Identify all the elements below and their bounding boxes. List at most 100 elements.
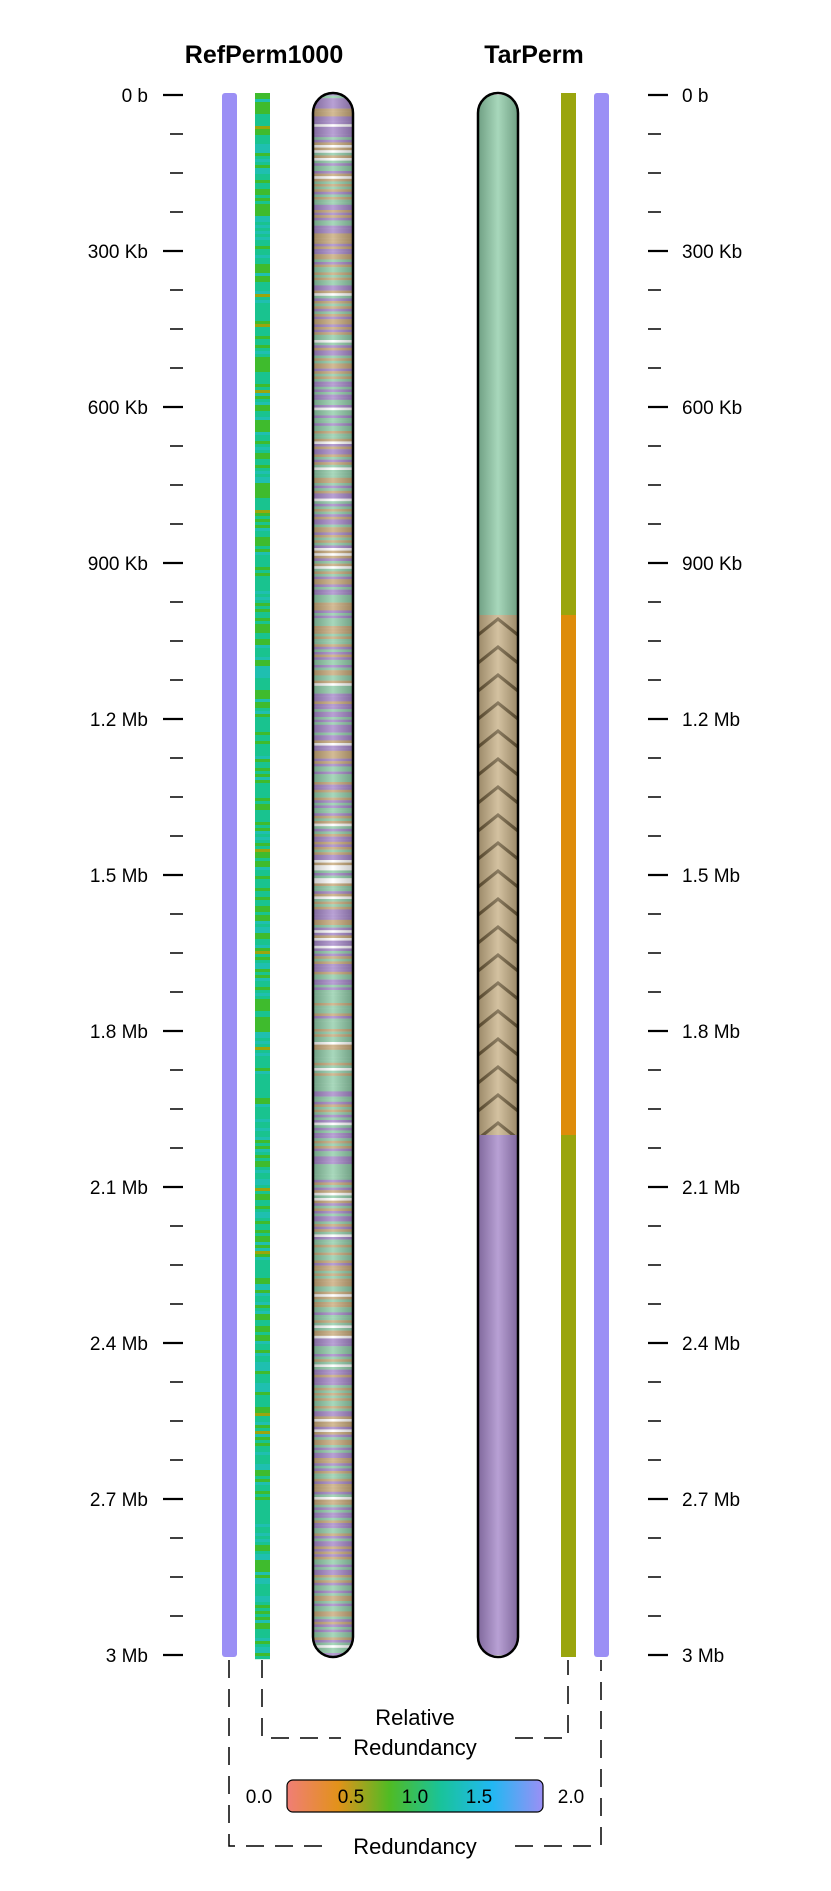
relative-redundancy-stripe [255,771,270,775]
relative-redundancy-stripe [255,1272,270,1276]
relative-redundancy-stripe [255,1200,270,1204]
relative-redundancy-stripe [255,693,270,697]
relative-redundancy-stripe [255,720,270,724]
relative-redundancy-stripe [255,1263,270,1267]
relative-redundancy-stripe [255,597,270,601]
relative-redundancy-stripe [255,1302,270,1306]
relative-redundancy-stripe [255,1554,270,1558]
relative-redundancy-stripe [255,870,270,874]
relative-redundancy-stripe [255,1305,270,1309]
relative-redundancy-stripe [255,1170,270,1174]
relative-redundancy-stripe [255,474,270,478]
relative-redundancy-stripe [255,183,270,187]
right-relative-redundancy-track [561,93,576,1657]
relative-redundancy-stripe [255,249,270,253]
relative-redundancy-stripe [255,447,270,451]
relative-redundancy-stripe [255,1134,270,1138]
relative-redundancy-stripe [255,1473,270,1477]
relative-redundancy-stripe [255,1197,270,1201]
scale-tick-label: 0.5 [338,1787,364,1808]
major-tick-label: 1.8 Mb [90,1022,148,1043]
relative-redundancy-stripe [255,228,270,232]
relative-redundancy-stripe [255,900,270,904]
relative-redundancy-stripe [255,219,270,223]
relative-redundancy-stripe [255,831,270,835]
relative-redundancy-stripe [255,534,270,538]
relative-redundancy-stripe [255,300,270,304]
relative-redundancy-stripe [255,645,270,649]
relative-redundancy-stripe [255,1620,270,1624]
relative-redundancy-stripe [255,564,270,568]
relative-redundancy-stripe [255,1299,270,1303]
relative-redundancy-stripe [255,1347,270,1351]
relative-redundancy-stripe [255,1101,270,1105]
relative-redundancy-stripe [255,1218,270,1222]
relative-redundancy-stripe [255,387,270,391]
relative-redundancy-stripe [255,258,270,262]
relative-redundancy-stripe [255,723,270,727]
relative-redundancy-stripe [255,1566,270,1570]
relative-redundancy-stripe [255,195,270,199]
relative-redundancy-stripe [255,768,270,772]
relative-redundancy-stripe [255,1239,270,1243]
relative-redundancy-stripe [255,1434,270,1438]
relative-redundancy-stripe [255,351,270,355]
relative-redundancy-stripe [255,132,270,136]
relative-redundancy-stripe [255,825,270,829]
relative-redundancy-stripe [255,117,270,121]
relative-redundancy-stripe [255,1557,270,1561]
relative-redundancy-stripe [255,579,270,583]
relative-redundancy-stripe [255,1623,270,1627]
relative-redundancy-stripe [255,1149,270,1153]
relative-redundancy-stripe [255,477,270,481]
relative-redundancy-stripe [255,1182,270,1186]
relative-redundancy-stripe [255,1629,270,1633]
relative-redundancy-stripe [255,1413,270,1417]
relative-redundancy-stripe [255,1503,270,1507]
relative-redundancy-stripe [255,945,270,949]
left-genome-title: RefPerm1000 [185,41,343,69]
relative-redundancy-stripe [255,324,270,328]
relative-redundancy-stripe [255,1617,270,1621]
relative-redundancy-stripe [255,1359,270,1363]
relative-redundancy-stripe [255,1215,270,1219]
relative-redundancy-stripe [255,1038,270,1042]
relative-redundancy-stripe [255,504,270,508]
relative-redundancy-stripe [255,1317,270,1321]
relative-redundancy-stripe [255,1203,270,1207]
relative-redundancy-stripe [255,1230,270,1234]
relative-redundancy-stripe [255,1281,270,1285]
relative-redundancy-stripe [255,930,270,934]
relative-redundancy-stripe [255,1470,270,1474]
relative-redundancy-stripe [255,672,270,676]
major-tick-label: 2.4 Mb [682,1334,740,1355]
relative-redundancy-stripe [255,1338,270,1342]
relative-redundancy-stripe [255,141,270,145]
relative-redundancy-stripe [255,1614,270,1618]
redundancy-bracket [228,1660,602,1847]
relative-redundancy-stripe [255,798,270,802]
relative-redundancy-stripe [255,840,270,844]
right-genome-title: TarPerm [484,41,584,69]
relative-redundancy-stripe [255,1437,270,1441]
relative-redundancy-segment [561,1135,576,1657]
relative-redundancy-stripe [255,879,270,883]
relative-redundancy-stripe [255,396,270,400]
relative-redundancy-stripe [255,975,270,979]
relative-redundancy-stripe [255,1293,270,1297]
relative-redundancy-stripe [255,1227,270,1231]
relative-redundancy-stripe [255,1098,270,1102]
relative-redundancy-stripe [255,123,270,127]
relative-redundancy-stripe [255,1005,270,1009]
relative-redundancy-stripe [255,1323,270,1327]
relative-redundancy-stripe [255,1584,270,1588]
relative-redundancy-stripe [255,216,270,220]
relative-redundancy-stripe [255,1257,270,1261]
relative-redundancy-stripe [255,819,270,823]
relative-redundancy-stripe [255,726,270,730]
relative-redundancy-stripe [255,1626,270,1630]
relative-redundancy-stripe [255,1521,270,1525]
relative-redundancy-stripe [255,588,270,592]
relative-redundancy-stripe [255,399,270,403]
